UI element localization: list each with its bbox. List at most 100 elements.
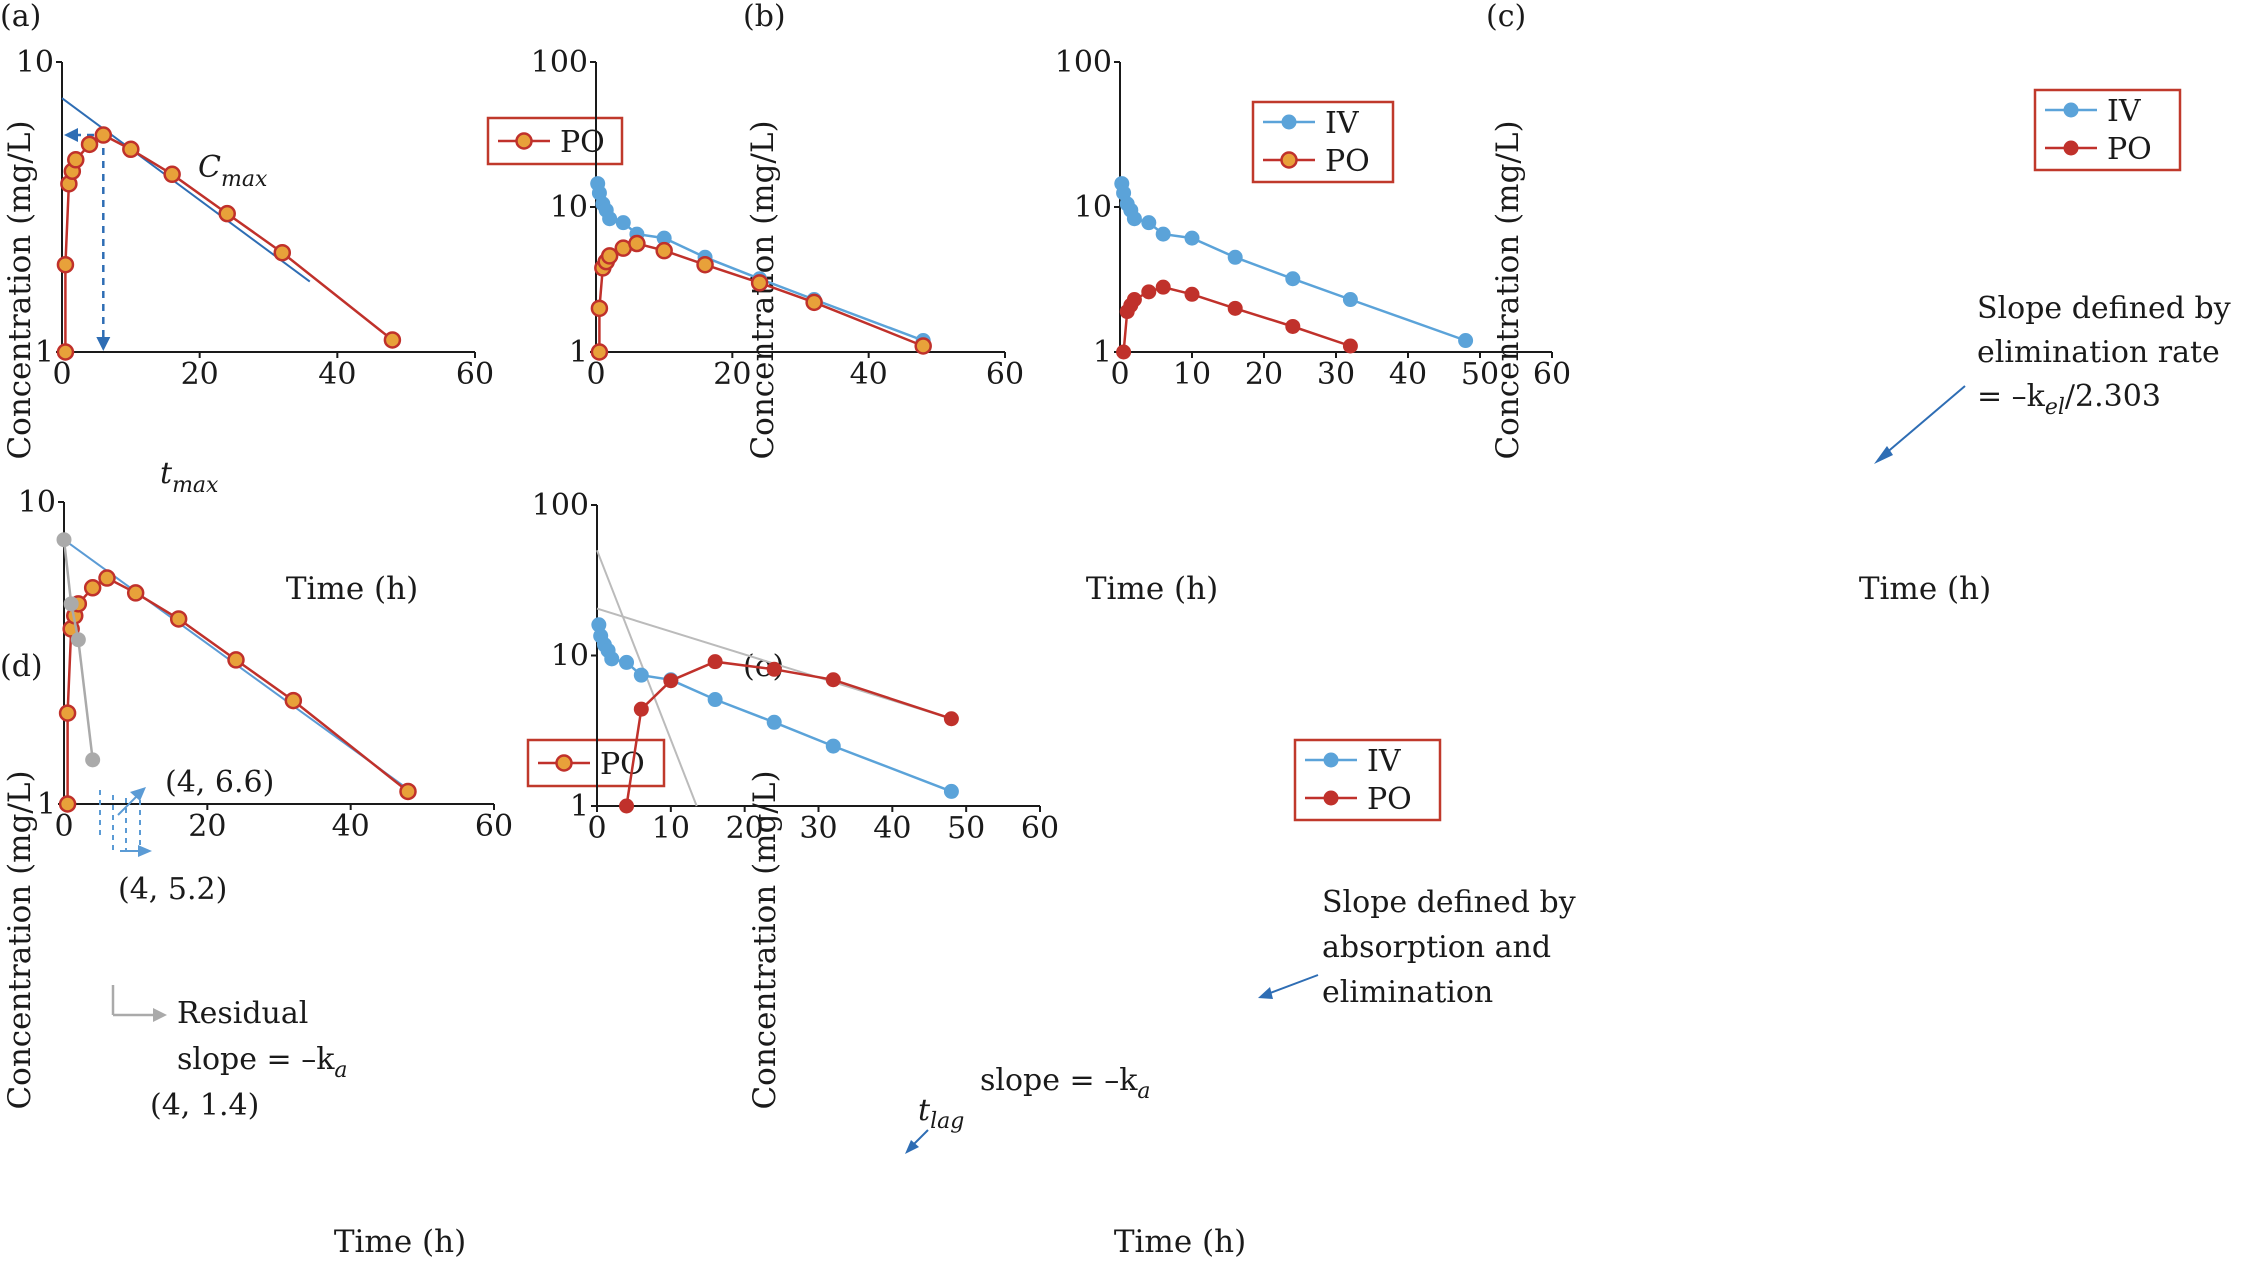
data-point-po bbox=[655, 241, 673, 260]
data-point-po bbox=[383, 331, 402, 349]
tlag-label: tlag bbox=[918, 1093, 964, 1134]
data-point-po bbox=[80, 135, 99, 154]
x-tick-label: 0 bbox=[587, 811, 606, 846]
x-tick-label: 60 bbox=[1533, 357, 1571, 392]
data-point-po bbox=[590, 343, 609, 361]
data-point-po bbox=[633, 701, 649, 717]
x-tick-label: 30 bbox=[1317, 357, 1355, 392]
slope-label-line-2: elimination rate bbox=[1977, 335, 2220, 370]
y-tick-label: 100 bbox=[531, 45, 588, 80]
data-point-iv bbox=[1141, 215, 1157, 231]
series-line-residual bbox=[62, 539, 94, 761]
data-point-iv bbox=[1227, 249, 1243, 265]
data-point-po bbox=[227, 651, 245, 669]
data-point-po bbox=[707, 654, 723, 670]
legend-box bbox=[1251, 100, 1395, 184]
legend-entry-po: PO bbox=[1325, 144, 1370, 179]
tmax-arrowhead bbox=[96, 337, 111, 351]
data-point-residual bbox=[56, 532, 72, 548]
data-point-iv bbox=[707, 692, 723, 708]
legend-entry-po: PO bbox=[2107, 132, 2152, 167]
tmax-label: tmax bbox=[160, 456, 219, 498]
data-point-iv bbox=[1155, 226, 1171, 242]
data-point-po bbox=[67, 151, 85, 169]
legend-entry-po: PO bbox=[560, 125, 605, 160]
x-axis-label: Time (h) bbox=[1859, 571, 1991, 607]
x-tick-label: 0 bbox=[52, 357, 71, 392]
data-point-po bbox=[169, 610, 188, 628]
legend-swatch-marker bbox=[515, 132, 533, 150]
data-point-iv bbox=[1126, 211, 1142, 227]
y-tick-label: 1 bbox=[35, 335, 54, 370]
panel-label: (d) bbox=[0, 649, 43, 684]
data-point-po bbox=[628, 234, 646, 253]
y-ticks: 1 10 bbox=[16, 45, 62, 370]
cmax-arrowhead bbox=[64, 128, 78, 143]
slope-label-line-3: elimination bbox=[1322, 975, 1493, 1010]
ka-slope-label: slope = –ka bbox=[980, 1063, 1151, 1104]
x-tick-label: 20 bbox=[713, 357, 751, 392]
legend-swatch-marker bbox=[1281, 114, 1297, 130]
elimination-phase-line bbox=[61, 97, 311, 283]
data-point-po bbox=[696, 255, 714, 274]
x-tick-label: 40 bbox=[873, 811, 911, 846]
panel-label: (a) bbox=[0, 0, 41, 34]
y-tick-label: 1 bbox=[1093, 335, 1112, 370]
panel-a: (a) Concentration (mg/L) Time (h) 0 20 40 6… bbox=[0, 0, 624, 607]
slope-label-line-1: Slope defined by bbox=[1322, 885, 1576, 920]
legend-entry-iv: IV bbox=[1367, 744, 1402, 779]
data-point-po bbox=[1116, 344, 1132, 360]
residual-point-label: (4, 1.4) bbox=[150, 1088, 259, 1123]
x-tick-label: 60 bbox=[1021, 811, 1059, 846]
legend-swatch-marker bbox=[555, 754, 573, 772]
legend: PO bbox=[486, 116, 624, 166]
x-tick-label: 10 bbox=[652, 811, 690, 846]
panel-b: (b) Concentration (mg/L) Time (h) 0 20 40 6… bbox=[531, 0, 1395, 607]
data-point-po bbox=[56, 255, 75, 274]
x-axis-label: Time (h) bbox=[1086, 571, 1218, 607]
legend-entry-po: PO bbox=[1367, 782, 1412, 817]
legend-entry-po: PO bbox=[600, 747, 645, 782]
y-tick-label: 100 bbox=[532, 488, 589, 523]
y-tick-label: 1 bbox=[570, 789, 589, 824]
panel-label: (c) bbox=[1486, 0, 1526, 34]
x-axis-label: Time (h) bbox=[334, 1224, 466, 1260]
x-tick-label: 50 bbox=[947, 811, 985, 846]
panel-e: (e) Concentration (mg/L) Time (h) 0 10 20 3… bbox=[532, 488, 1576, 1260]
data-point-po bbox=[399, 782, 417, 801]
y-tick-label: 10 bbox=[550, 190, 588, 225]
legend-box bbox=[1293, 738, 1442, 822]
data-point-iv bbox=[619, 654, 635, 670]
data-point-po bbox=[218, 204, 236, 223]
data-point-po bbox=[83, 579, 102, 597]
y-ticks: 1 10 100 bbox=[532, 488, 597, 824]
data-point-iv bbox=[604, 651, 620, 667]
data-point-po bbox=[766, 661, 782, 677]
series bbox=[591, 617, 959, 814]
legend-swatch-marker bbox=[1323, 790, 1339, 806]
residual-guides bbox=[99, 790, 141, 852]
x-axis-label: Time (h) bbox=[1114, 1224, 1246, 1260]
legend-entry-iv: IV bbox=[1325, 106, 1360, 141]
panel-c: (c) Concentration (mg/L) Time (h) 0 10 20 3… bbox=[1055, 0, 2231, 607]
x-tick-label: 30 bbox=[799, 811, 837, 846]
series bbox=[56, 126, 402, 361]
data-point-iv bbox=[615, 215, 631, 231]
x-ticks: 0 20 40 60 bbox=[52, 352, 494, 392]
x-tick-label: 0 bbox=[586, 357, 605, 392]
x-tick-label: 10 bbox=[1173, 357, 1211, 392]
x-tick-label: 40 bbox=[318, 357, 356, 392]
x-tick-label: 60 bbox=[475, 809, 513, 844]
data-point-po bbox=[825, 672, 841, 688]
axes bbox=[63, 502, 494, 805]
data-point-po bbox=[1155, 279, 1171, 295]
x-tick-label: 20 bbox=[181, 357, 219, 392]
y-tick-label: 10 bbox=[18, 485, 56, 520]
legend-box bbox=[2033, 88, 2182, 172]
x-axis-label: Time (h) bbox=[286, 571, 418, 607]
point-lower-label: (4, 5.2) bbox=[118, 872, 227, 907]
upper-pointer-head bbox=[130, 787, 146, 801]
data-point-po bbox=[914, 337, 932, 355]
panel-label: (b) bbox=[743, 0, 786, 34]
